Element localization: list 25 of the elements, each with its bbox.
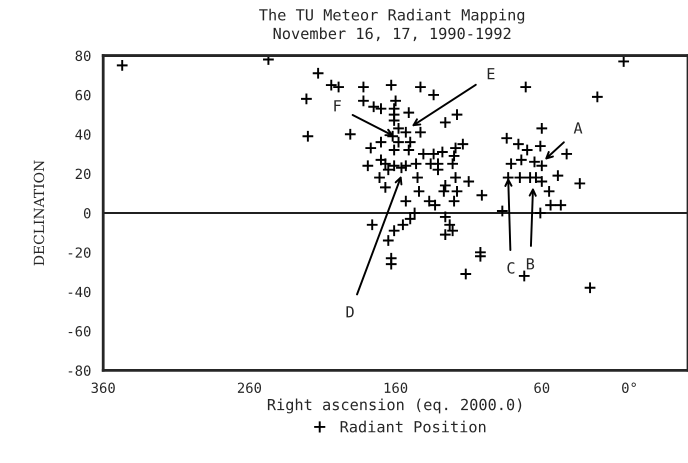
annotation: D — [346, 306, 354, 318]
y-tick-label: 40 — [75, 129, 90, 140]
chart-title: The TU Meteor Radiant Mapping — [259, 8, 524, 24]
annotation: C — [507, 262, 514, 274]
x-tick-label: 260 — [238, 382, 262, 394]
y-tick-label: -80 — [68, 365, 90, 376]
annotation: A — [574, 122, 582, 134]
annotation: E — [488, 68, 494, 80]
x-tick-label: 60 — [534, 382, 550, 394]
y-tick-label: -40 — [68, 286, 90, 298]
y-tick-label: 0 — [84, 208, 90, 218]
y-axis-title: DECLINATION — [34, 160, 44, 266]
y-tick-label: -60 — [68, 326, 90, 337]
y-tick-label: 20 — [76, 168, 90, 180]
x-tick-label: 160 — [384, 382, 408, 394]
chart-subtitle: November 16, 17, 1990-1992 — [274, 27, 510, 42]
legend-label: Radiant Position — [340, 420, 486, 432]
x-axis-title: Right ascension (eq. 2000.0) — [268, 398, 522, 414]
y-tick-label: 60 — [76, 90, 90, 100]
y-tick-label: -20 — [68, 247, 90, 258]
annotation: F — [334, 100, 341, 112]
x-tick-label: 0° — [622, 382, 636, 394]
y-tick-label: 80 — [76, 50, 90, 62]
annotation: B — [526, 258, 534, 270]
x-tick-label: 360 — [92, 382, 115, 394]
